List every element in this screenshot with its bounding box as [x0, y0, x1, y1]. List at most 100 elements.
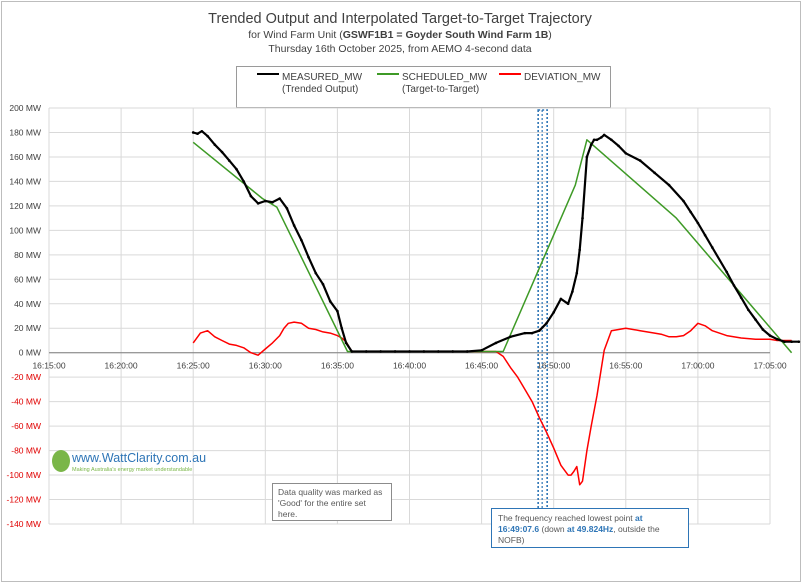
measured-point	[220, 150, 224, 154]
measured-point	[307, 255, 310, 259]
measured-point	[797, 340, 801, 343]
measured-point	[667, 183, 671, 187]
y-tick-label: 140 MW	[9, 176, 41, 186]
measured-point	[578, 248, 581, 252]
measured-point	[545, 322, 548, 325]
measured-point	[754, 318, 757, 321]
measured-point	[278, 197, 282, 200]
measured-point	[610, 138, 613, 142]
x-tick-label: 16:30:00	[249, 361, 282, 371]
measured-point	[249, 194, 253, 198]
measured-point	[314, 271, 318, 275]
measured-point	[653, 171, 656, 175]
measured-point	[437, 350, 440, 353]
measured-point	[682, 199, 685, 203]
series-line-deviation	[192, 321, 792, 486]
measured-point	[711, 246, 714, 249]
measured-point	[271, 200, 274, 204]
measured-point	[213, 143, 217, 147]
legend-label-scheduled: SCHEDULED_MW	[402, 72, 488, 83]
logo-tagline: Making Australia's energy market underst…	[72, 467, 193, 473]
measured-point	[227, 159, 231, 162]
freq-mid: (down	[539, 524, 567, 534]
measured-point	[602, 133, 606, 137]
measured-point	[617, 144, 620, 148]
measured-point	[566, 302, 570, 306]
legend-sublabel-measured: (Trended Output)	[282, 84, 359, 95]
measured-point	[509, 335, 512, 339]
legend-swatch-measured	[257, 73, 279, 75]
y-tick-label: -100 MW	[7, 470, 41, 480]
measured-point	[775, 337, 779, 341]
measured-point	[408, 350, 411, 353]
measured-point	[768, 334, 772, 337]
measured-point	[592, 138, 596, 142]
x-tick-label: 16:55:00	[609, 361, 642, 371]
series-line-scheduled	[192, 139, 793, 354]
legend-item-deviation: DEVIATION_MW	[524, 72, 600, 84]
y-tick-label: 160 MW	[9, 152, 41, 162]
y-tick-label: -60 MW	[11, 421, 41, 431]
measured-point	[589, 143, 593, 147]
measured-point	[328, 300, 332, 303]
frequency-note: The frequency reached lowest point at 16…	[491, 508, 689, 548]
x-tick-label: 16:50:00	[537, 361, 570, 371]
freq-suffix: , outside the NOFB)	[498, 524, 660, 545]
x-tick-label: 16:45:00	[465, 361, 498, 371]
measured-point	[451, 350, 455, 353]
y-tick-label: 0 MW	[19, 348, 41, 358]
chart-title: Trended Output and Interpolated Target-t…	[208, 11, 592, 27]
measured-point	[264, 199, 267, 203]
measured-point	[783, 340, 786, 343]
measured-point	[344, 341, 348, 345]
freq-prefix: The frequency reached lowest point	[498, 513, 636, 523]
measured-point	[235, 167, 238, 171]
measured-point	[364, 350, 368, 353]
measured-point	[552, 311, 555, 314]
measured-point	[761, 328, 765, 331]
measured-point	[393, 350, 397, 353]
y-tick-label: 40 MW	[14, 299, 41, 309]
measured-point	[559, 297, 563, 301]
chart-title-block: Trended Output and Interpolated Target-t…	[0, 10, 800, 56]
subtitle-suffix: )	[548, 29, 552, 41]
measured-point	[200, 129, 204, 133]
measured-point	[571, 290, 574, 293]
legend-swatch-scheduled	[377, 73, 399, 75]
y-tick-label: 180 MW	[9, 127, 41, 137]
x-tick-label: 17:00:00	[681, 361, 714, 371]
x-tick-label: 16:40:00	[393, 361, 426, 371]
measured-point	[350, 350, 354, 353]
measured-point	[689, 210, 692, 214]
x-tick-label: 16:25:00	[177, 361, 210, 371]
measured-point	[732, 284, 736, 287]
measured-point	[575, 271, 579, 275]
x-tick-label: 16:20:00	[105, 361, 138, 371]
measured-point	[242, 180, 245, 183]
y-tick-label: -80 MW	[11, 446, 41, 456]
y-tick-label: 60 MW	[14, 274, 41, 284]
lightbulb-icon	[52, 450, 70, 472]
legend-label-measured: MEASURED_MW	[282, 72, 363, 83]
measured-point	[494, 341, 498, 345]
chart-legend: MEASURED_MW (Trended Output) SCHEDULED_MW…	[236, 66, 611, 108]
chart-subtitle: for Wind Farm Unit (GSWF1B1 = Goyder Sou…	[0, 28, 800, 42]
measured-point	[196, 132, 199, 135]
measured-point	[530, 331, 534, 335]
freq-value: at 49.824Hz	[567, 524, 614, 534]
y-tick-label: 100 MW	[9, 225, 41, 235]
measured-point	[191, 131, 195, 134]
measured-point	[206, 134, 209, 138]
legend-sublabel-scheduled: (Target-to-Target)	[402, 84, 480, 95]
measured-point	[581, 216, 584, 220]
legend-label-deviation: DEVIATION_MW	[524, 72, 601, 83]
data-quality-note: Data quality was marked as 'Good' for th…	[272, 483, 392, 521]
measured-point	[379, 350, 382, 353]
logo-text: www.WattClarity.com.au	[72, 451, 207, 465]
measured-point	[595, 138, 599, 142]
measured-point	[465, 350, 469, 353]
subtitle-unit: GSWF1B1 = Goyder South Wind Farm 1B	[342, 29, 549, 41]
measured-point	[523, 331, 527, 335]
legend-item-measured: MEASURED_MW (Trended Output)	[282, 72, 362, 96]
measured-point	[422, 350, 426, 353]
